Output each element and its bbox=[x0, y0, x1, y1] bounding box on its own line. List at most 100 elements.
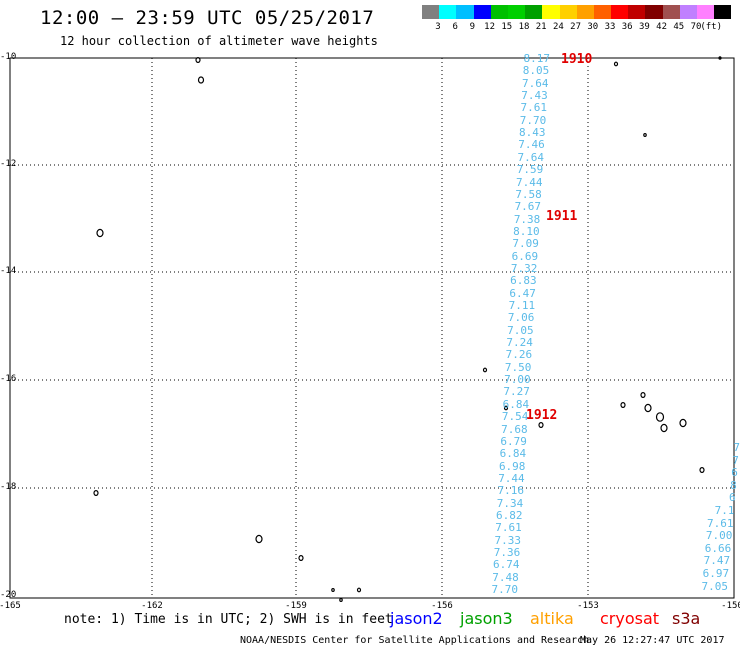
swh-value: 7.61 bbox=[495, 521, 522, 535]
colorbar-swatch bbox=[593, 5, 612, 19]
swh-value: 7.38 bbox=[513, 212, 541, 226]
colorbar-swatch bbox=[439, 5, 457, 19]
colorbar-swatch bbox=[645, 5, 663, 19]
colorbar-swatch bbox=[473, 5, 491, 19]
island-outline bbox=[197, 76, 205, 84]
swh-value: 7.1 bbox=[714, 504, 735, 517]
island-outline bbox=[298, 554, 304, 561]
colorbar-swatch bbox=[422, 5, 440, 19]
swh-value: 7.47 bbox=[703, 554, 731, 568]
island-outline bbox=[660, 423, 668, 433]
island-outline bbox=[195, 56, 201, 63]
longitude-label: -150 bbox=[721, 601, 740, 611]
swh-value: 7.44 bbox=[516, 175, 543, 189]
island-outline bbox=[699, 467, 705, 474]
swh-value: 7.43 bbox=[521, 89, 548, 103]
swh-value: 7.36 bbox=[493, 546, 521, 559]
longitude-label: -162 bbox=[141, 601, 163, 611]
swh-value: 7.24 bbox=[506, 336, 533, 350]
satellite-jason3: jason3 bbox=[460, 609, 513, 628]
swh-value: 7.50 bbox=[504, 360, 532, 374]
swh-value: 8 bbox=[730, 478, 737, 492]
colorbar-swatch bbox=[576, 5, 594, 19]
colorbar-swatch bbox=[611, 5, 629, 19]
island-outline bbox=[620, 402, 626, 409]
colorbar-tick-label: 30 bbox=[587, 22, 599, 32]
swh-value: 6.84 bbox=[499, 447, 527, 461]
page-subtitle: 12 hour collection of altimeter wave hei… bbox=[60, 34, 378, 48]
longitude-label: -153 bbox=[577, 601, 599, 611]
colorbar-tick-label: 39 bbox=[638, 22, 650, 32]
swh-value: 6.66 bbox=[704, 541, 732, 555]
colorbar-swatch bbox=[507, 5, 526, 19]
swh-value: 7.33 bbox=[494, 533, 521, 547]
longitude-label: -156 bbox=[431, 601, 453, 611]
colorbar-swatch bbox=[662, 5, 680, 19]
latitude-label: -14 bbox=[0, 266, 17, 276]
cyclone-number-1911: 1911 bbox=[546, 209, 578, 224]
island-outline bbox=[538, 422, 544, 429]
latitude-label: -12 bbox=[0, 159, 17, 169]
colorbar bbox=[422, 5, 732, 19]
island-outline bbox=[643, 132, 647, 138]
island-outline bbox=[93, 490, 99, 497]
swh-value: 7.64 bbox=[517, 150, 545, 164]
colorbar-swatch bbox=[697, 5, 715, 19]
island-outline bbox=[356, 587, 362, 593]
swh-value: 7.70 bbox=[491, 583, 519, 597]
colorbar-swatch bbox=[456, 5, 474, 19]
satellite-jason2: jason2 bbox=[390, 609, 443, 628]
colorbar-swatch bbox=[490, 5, 508, 19]
swh-value: 7.16 bbox=[497, 484, 524, 498]
swh-value: 7.34 bbox=[496, 496, 524, 510]
colorbar-tick-label: 24 bbox=[552, 22, 564, 32]
swh-value: 7.26 bbox=[505, 348, 533, 362]
swh-value: 7.05 bbox=[507, 323, 534, 337]
swh-value: 7.06 bbox=[507, 311, 535, 325]
cyclone-number-1912: 1912 bbox=[526, 408, 558, 423]
swh-value: 8.43 bbox=[519, 126, 546, 140]
colorbar-swatch bbox=[714, 5, 732, 19]
longitude-label: -165 bbox=[0, 601, 21, 611]
swh-value: 6 bbox=[731, 466, 738, 480]
colorbar-tick-label: 9 bbox=[469, 22, 476, 32]
page-title: 12:00 – 23:59 UTC 05/25/2017 bbox=[40, 7, 375, 29]
swh-value: 7.67 bbox=[514, 200, 542, 214]
colorbar-tick-label: 33 bbox=[604, 22, 616, 32]
swh-value: 7.61 bbox=[520, 101, 548, 115]
colorbar-tick-label: 21 bbox=[535, 22, 547, 32]
colorbar-tick-label: 3 bbox=[435, 22, 441, 32]
island-outline bbox=[331, 587, 335, 593]
swh-value: 6.82 bbox=[495, 508, 523, 522]
colorbar-swatch bbox=[542, 5, 560, 19]
swh-value: 6.74 bbox=[492, 558, 520, 572]
colorbar-swatch bbox=[679, 5, 697, 19]
swh-value: 7.46 bbox=[518, 138, 545, 152]
swh-value: 7.54 bbox=[501, 410, 529, 424]
colorbar-swatch bbox=[525, 5, 543, 19]
colorbar-tick-label: 15 bbox=[501, 22, 513, 32]
latitude-label: -20 bbox=[0, 590, 17, 600]
island-outline bbox=[339, 597, 343, 603]
colorbar-tick-label: 18 bbox=[518, 22, 530, 32]
swh-value: 7.64 bbox=[522, 76, 549, 90]
latitude-label: -10 bbox=[0, 52, 17, 62]
colorbar-tick-label: 12 bbox=[484, 22, 496, 32]
swh-value: 6.79 bbox=[500, 434, 527, 448]
credit-line: NOAA/NESDIS Center for Satellite Applica… bbox=[240, 635, 590, 646]
island-outline bbox=[640, 392, 646, 399]
map-grid bbox=[10, 58, 734, 598]
satellite-altika: altika bbox=[530, 609, 574, 628]
swh-value: 6.97 bbox=[702, 567, 730, 580]
island-outline bbox=[96, 228, 104, 238]
island-outlines bbox=[93, 56, 722, 603]
colorbar-tick-label: 45 bbox=[673, 22, 685, 32]
island-outline bbox=[482, 367, 488, 373]
swh-value: 6 bbox=[729, 491, 736, 505]
map-frame bbox=[9, 57, 735, 599]
colorbar-unit: (ft) bbox=[700, 22, 723, 32]
swh-value: 7.58 bbox=[515, 187, 542, 201]
swh-value: 7.11 bbox=[508, 299, 536, 312]
legend-note: note: 1) Time is in UTC; 2) SWH is in fe… bbox=[64, 612, 393, 627]
